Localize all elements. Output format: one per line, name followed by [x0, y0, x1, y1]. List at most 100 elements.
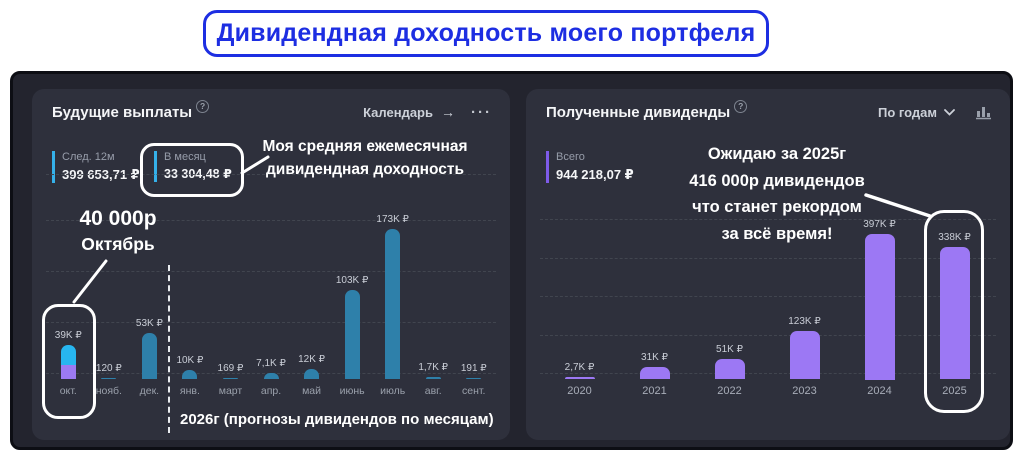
avg-monthly-callout-circle	[140, 143, 244, 197]
bar[interactable]	[60, 345, 76, 379]
bar-segment-top	[60, 345, 76, 365]
chevron-down-icon[interactable]	[944, 108, 955, 116]
stat-label: Всего	[556, 151, 585, 163]
gridline	[540, 258, 996, 259]
bar[interactable]	[344, 290, 360, 379]
per-month-stat: В месяц 33 304,48 ₽	[154, 151, 232, 183]
october-callout-circle	[42, 304, 96, 419]
chart-column-[interactable]: 191 ₽ сент.	[453, 174, 494, 397]
bar-category-label: нояб.	[95, 385, 122, 397]
by-years-dropdown[interactable]: По годам	[877, 104, 937, 120]
chart-column-[interactable]: 103K ₽ июнь	[332, 174, 373, 397]
bar-category-label: 2025	[942, 385, 967, 397]
bar[interactable]	[466, 378, 482, 379]
bar[interactable]	[101, 378, 117, 379]
stat-value: 33 304,48 ₽	[164, 166, 232, 181]
received-dividends-panel: Полученные дивиденды ? По годам	[526, 89, 1010, 440]
more-options-icon[interactable]: ···	[471, 103, 492, 121]
bar-value-label: 169 ₽	[217, 363, 244, 374]
bar-category-label: 2020	[567, 385, 592, 397]
bar[interactable]	[639, 367, 670, 379]
chart-column-[interactable]: 1,7K ₽ авг.	[413, 174, 454, 397]
bar-value-label: 2,7K ₽	[564, 362, 595, 373]
help-icon[interactable]: ?	[196, 99, 210, 113]
chart-column-2021[interactable]: 31K ₽ 2021	[617, 219, 692, 397]
gridline	[540, 296, 996, 297]
chart-column-[interactable]: 12K ₽ май	[291, 174, 332, 397]
bar-category-label: 2023	[792, 385, 817, 397]
bar-category-label: янв.	[179, 385, 200, 397]
bar[interactable]	[263, 373, 279, 379]
bar-value-label: 12K ₽	[298, 354, 326, 365]
help-icon[interactable]: ?	[734, 99, 748, 113]
bar-category-label: март	[218, 385, 243, 397]
chart-column-[interactable]: 10K ₽ янв.	[170, 174, 211, 397]
bar-value-label: 53K ₽	[135, 318, 163, 329]
future-payments-title: Будущие выплаты	[52, 103, 193, 121]
bar[interactable]	[939, 247, 970, 379]
future-payments-panel: Будущие выплаты ? Календарь → ··· След. …	[32, 89, 510, 440]
gridline	[540, 335, 996, 336]
chart-column-2022[interactable]: 51K ₽ 2022	[692, 219, 767, 397]
arrow-right-icon[interactable]: →	[441, 104, 455, 120]
received-dividends-chart: 2,7K ₽ 2020 31K ₽ 2021 51K ₽ 2022 123K ₽ 2023 39…	[542, 219, 992, 397]
bar[interactable]	[714, 359, 745, 379]
bar[interactable]	[141, 333, 157, 379]
received-dividends-title: Полученные дивиденды	[546, 103, 731, 121]
bar[interactable]	[182, 370, 198, 379]
chart-column-2025[interactable]: 338K ₽ 2025	[917, 219, 992, 397]
bar-category-label: авг.	[424, 385, 442, 397]
bar-value-label: 123K ₽	[788, 316, 821, 327]
bar-value-label: 51K ₽	[716, 344, 743, 355]
chart-column-[interactable]: 39K ₽ окт.	[48, 174, 89, 397]
future-payments-chart: 39K ₽ окт. 120 ₽ нояб. 53K ₽ дек. 10K ₽ янв. 169…	[48, 174, 494, 397]
bar[interactable]	[864, 234, 895, 381]
screenshot-stage: Будущие выплаты ? Календарь → ··· След. …	[10, 71, 1013, 450]
gridline	[540, 373, 996, 374]
total-stat: Всего 944 218,07 ₽	[546, 151, 634, 183]
october-annotation: 40 000р Октябрь	[79, 207, 157, 254]
bar-category-label: 2022	[717, 385, 742, 397]
bar[interactable]	[385, 229, 401, 379]
expect-2025-annotation: Ожидаю за 2025г 416 000р дивидендов что …	[689, 145, 865, 243]
chart-column-2023[interactable]: 123K ₽ 2023	[767, 219, 842, 397]
bar[interactable]	[222, 378, 238, 379]
bar-category-label: дек.	[139, 385, 160, 397]
bar-category-label: сент.	[462, 385, 486, 397]
bar-value-label: 338K ₽	[938, 232, 971, 243]
bar-value-label: 397K ₽	[863, 219, 896, 230]
bar-value-label: 7,1K ₽	[256, 358, 286, 369]
gridline	[46, 174, 496, 175]
bar[interactable]	[789, 331, 820, 379]
bar-value-label: 103K ₽	[335, 275, 369, 286]
bar-category-label: апр.	[260, 385, 282, 397]
chart-column-2024[interactable]: 397K ₽ 2024	[842, 219, 917, 397]
bar-value-label: 10K ₽	[176, 355, 204, 366]
bar-category-label: июль	[380, 385, 406, 397]
stat-value: 944 218,07 ₽	[556, 166, 634, 182]
histogram-icon[interactable]	[975, 104, 992, 120]
chart-column-[interactable]: 169 ₽ март	[210, 174, 251, 397]
bar-category-label: 2024	[867, 385, 892, 397]
chart-column-[interactable]: 53K ₽ дек.	[129, 174, 170, 397]
bar[interactable]	[425, 377, 441, 379]
chart-column-[interactable]: 7,1K ₽ апр.	[251, 174, 292, 397]
chart-column-[interactable]: 120 ₽ нояб.	[89, 174, 130, 397]
bar[interactable]	[564, 377, 595, 379]
gridline	[46, 220, 496, 221]
year-2025-callout-circle	[924, 210, 984, 413]
gridline	[540, 219, 996, 220]
bar-category-label: 2021	[642, 385, 667, 397]
avg-monthly-annotation: Моя средняя ежемесячная дивидендная дохо…	[262, 138, 468, 178]
page-title: Дивидендная доходность моего портфеля	[203, 10, 769, 57]
bar-category-label: окт.	[59, 385, 77, 397]
bar-value-label: 39K ₽	[54, 330, 82, 341]
bar[interactable]	[304, 369, 320, 379]
chart-column-2020[interactable]: 2,7K ₽ 2020	[542, 219, 617, 397]
bar-value-label: 1,7K ₽	[418, 362, 449, 373]
bar-category-label: июнь	[339, 385, 365, 397]
chart-column-[interactable]: 173K ₽ июль	[372, 174, 413, 397]
stat-label: В месяц	[164, 151, 206, 163]
bar-value-label: 31K ₽	[641, 352, 668, 363]
calendar-link[interactable]: Календарь	[363, 104, 433, 120]
